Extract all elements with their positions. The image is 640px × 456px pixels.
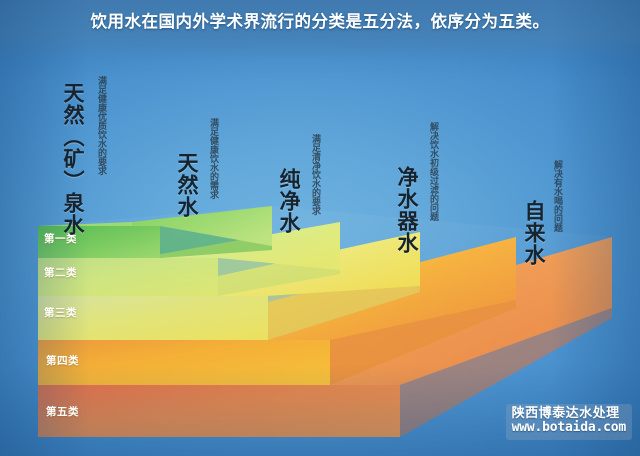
page-title: 饮用水在国内外学术界流行的分类是五分法，依序分为五类。 [90, 12, 550, 31]
category-label-5: 自来水 [522, 200, 546, 266]
category-desc-4: 解决饮水初级过滤的问题 [428, 122, 438, 221]
category-desc-1: 满足健康优质饮水的要求 [96, 76, 106, 175]
category-desc-5: 解决有水喝的问题 [552, 160, 562, 232]
background-top-band [0, 0, 640, 60]
category-label-3: 纯净水 [277, 168, 301, 234]
watermark: 陕西博泰达水处理 www.botaida.com [505, 403, 632, 440]
staircase-sheen [38, 206, 612, 437]
category-label-2: 天然水 [175, 152, 199, 218]
category-desc-3: 满足清净饮水的要求 [310, 134, 320, 215]
watermark-url: www.botaida.com [511, 420, 627, 436]
category-label-1: 天然（矿）泉水 [61, 82, 85, 236]
category-label-4: 净水器水 [395, 166, 419, 254]
category-desc-2: 满足健康饮水的需求 [208, 118, 218, 199]
watermark-company: 陕西博泰达水处理 [511, 405, 620, 421]
